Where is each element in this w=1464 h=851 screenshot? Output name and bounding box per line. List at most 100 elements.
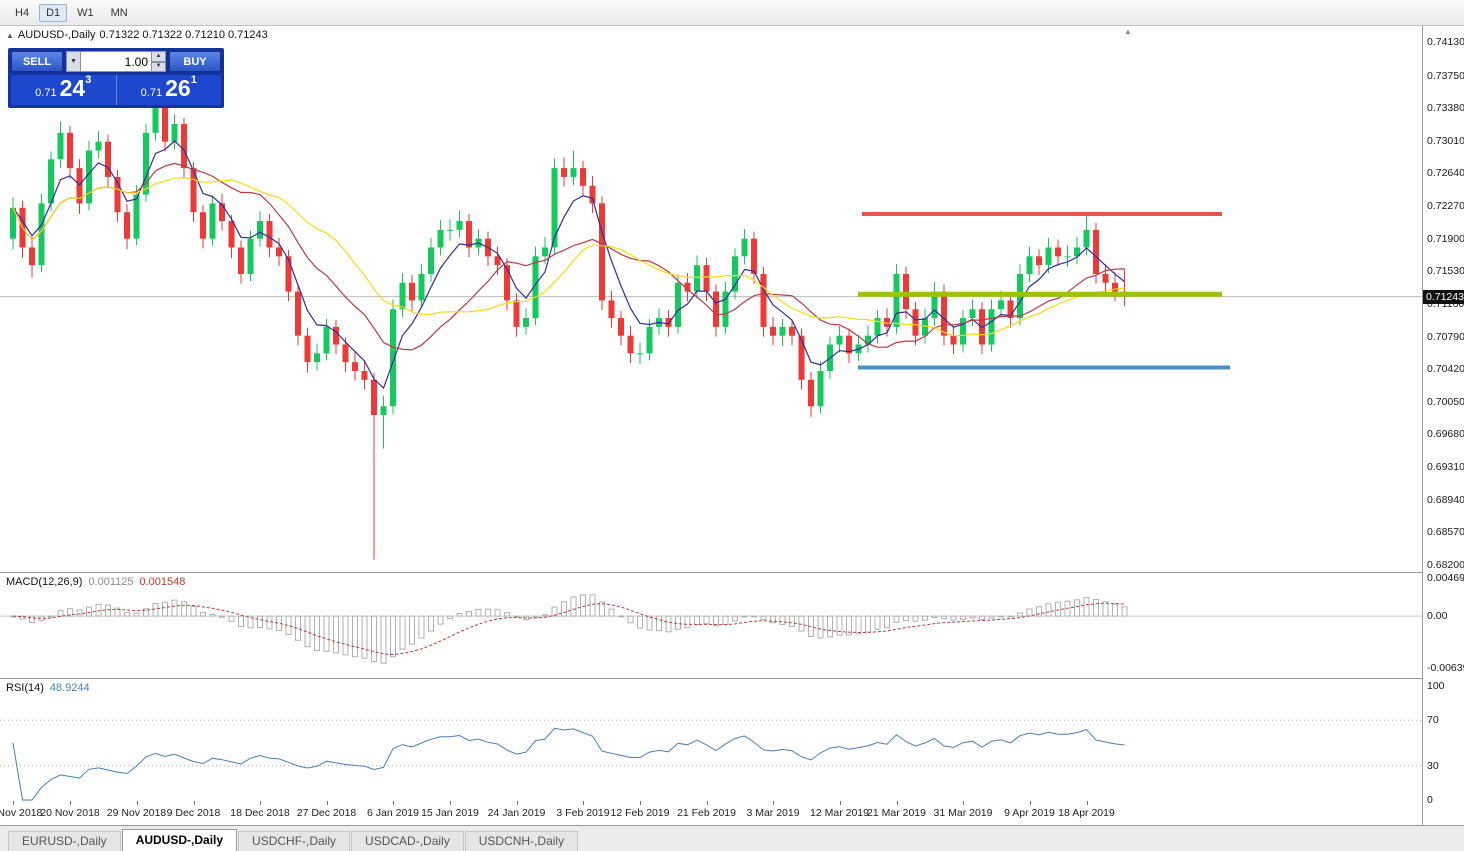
time-label: 31 Mar 2019	[933, 807, 993, 819]
buy-price-pip: 1	[190, 73, 197, 86]
axis-label: 0.72270	[1427, 200, 1464, 213]
axis-label: 0.69310	[1427, 461, 1464, 474]
time-tick	[706, 801, 708, 805]
axis-label: 0.00	[1427, 610, 1448, 623]
time-label: 29 Nov 2018	[106, 807, 167, 819]
time-label: 11 Nov 2018	[0, 807, 43, 819]
volume-up-button[interactable]: ▲	[152, 51, 166, 62]
buy-price-button[interactable]: 0.71 261	[116, 73, 221, 105]
volume-input[interactable]	[81, 51, 152, 72]
time-tick	[136, 801, 138, 805]
axis-label: 0.73010	[1427, 134, 1464, 147]
volume-dropdown-button[interactable]: ▼	[66, 51, 81, 72]
symbol-title: AUDUSD-,Daily	[17, 29, 96, 41]
chart-window: 0.74130 0.73750 0.73380 0.73010 0.72640 0.722…	[0, 26, 1464, 825]
sell-price-pip: 3	[85, 73, 92, 86]
time-label: 18 Apr 2019	[1058, 807, 1115, 819]
time-tick	[516, 801, 518, 805]
macd-value: 0.001125	[88, 576, 134, 588]
macd-label: MACD(12,26,9) 0.001125 0.001548	[6, 576, 186, 588]
panel-separator[interactable]	[0, 572, 1464, 573]
timeframe-button-h4[interactable]: H4	[8, 4, 36, 22]
time-tick	[193, 801, 195, 805]
axis-label: 0.72640	[1427, 167, 1464, 180]
chart-tab-usdcnh[interactable]: USDCNH-,Daily	[464, 831, 579, 851]
axis-label: 0.74130	[1427, 36, 1464, 48]
rsi-value: 48.9244	[49, 682, 90, 694]
chevron-down-icon: ▼	[70, 58, 77, 65]
current-price-badge: 0.71243	[1423, 289, 1464, 304]
axis-label: 0.70790	[1427, 330, 1464, 343]
price-axis[interactable]: 0.74130 0.73750 0.73380 0.73010 0.72640 0.722…	[1422, 26, 1464, 825]
chart-tab-eurusd[interactable]: EURUSD-,Daily	[8, 831, 121, 851]
timeframe-toolbar: H4 D1 W1 MN	[0, 0, 1464, 26]
timeframe-button-mn[interactable]: MN	[104, 4, 135, 22]
rsi-label: RSI(14) 48.9244	[6, 682, 90, 694]
main-chart[interactable]	[0, 26, 1422, 572]
chart-tabbar: EURUSD-,Daily AUDUSD-,Daily USDCHF-,Daily U…	[0, 825, 1464, 851]
time-tick	[326, 801, 328, 805]
time-label: 6 Jan 2019	[367, 807, 419, 819]
time-label: 15 Jan 2019	[421, 807, 479, 819]
axis-label: 0.68200	[1427, 559, 1464, 571]
timeframe-button-d1[interactable]: D1	[39, 3, 68, 22]
chart-tab-audusd[interactable]: AUDUSD-,Daily	[121, 829, 238, 851]
axis-label: 0.70420	[1427, 363, 1464, 376]
chart-tab-usdchf[interactable]: USDCHF-,Daily	[238, 831, 351, 851]
time-tick	[260, 801, 261, 805]
buy-button[interactable]: BUY	[169, 51, 221, 72]
time-tick	[1086, 801, 1088, 805]
macd-panel[interactable]	[0, 573, 1422, 678]
time-label: 18 Dec 2018	[230, 807, 290, 819]
time-tick	[450, 801, 451, 805]
time-label: 21 Mar 2019	[867, 807, 926, 819]
axis-label: 0.73750	[1427, 69, 1464, 82]
axis-label: 0.71900	[1427, 232, 1464, 245]
volume-down-button[interactable]: ▼	[152, 61, 166, 72]
time-tick	[70, 801, 71, 805]
axis-label: 0	[1427, 794, 1433, 806]
time-tick	[1029, 801, 1031, 805]
time-tick	[393, 801, 394, 805]
volume-group: ▼ ▲ ▼	[66, 51, 166, 72]
time-tick	[13, 801, 14, 805]
axis-label: 100	[1427, 680, 1445, 692]
time-tick	[839, 801, 841, 805]
buy-price-big: 26	[165, 75, 191, 101]
time-label: 21 Feb 2019	[677, 807, 736, 819]
ohlc-header: ▲ AUDUSD-,Daily 0.71322 0.71322 0.71210 …	[6, 29, 268, 41]
chart-shift-marker-icon[interactable]: ▲	[1124, 27, 1132, 36]
time-tick	[963, 801, 964, 805]
time-tick	[640, 801, 641, 805]
axis-label: 0.71530	[1427, 265, 1464, 278]
time-label: 12 Mar 2019	[810, 807, 869, 819]
time-label: 3 Feb 2019	[556, 807, 610, 819]
chart-tab-usdcad[interactable]: USDCAD-,Daily	[351, 831, 464, 851]
axis-label: 0.004694	[1427, 572, 1464, 585]
axis-label: 0.68940	[1427, 493, 1464, 506]
sell-button[interactable]: SELL	[11, 51, 63, 72]
time-tick	[773, 801, 774, 805]
axis-label: 30	[1427, 759, 1439, 772]
rsi-panel[interactable]	[0, 679, 1422, 801]
axis-label: 0.69680	[1427, 428, 1464, 441]
axis-label: 0.73380	[1427, 102, 1464, 115]
sell-price-prefix: 0.71	[35, 87, 57, 99]
time-label: 20 Nov 2018	[40, 807, 100, 819]
ohlc-values: 0.71322 0.71322 0.71210 0.71243	[99, 29, 268, 41]
timeframe-button-w1[interactable]: W1	[70, 4, 101, 22]
time-tick	[583, 801, 584, 805]
axis-label: 0.70050	[1427, 395, 1464, 408]
collapse-panel-icon[interactable]: ▲	[6, 30, 14, 40]
panel-separator[interactable]	[0, 678, 1464, 679]
axis-label: -0.00639	[1427, 661, 1464, 674]
time-label: 3 Mar 2019	[746, 807, 800, 819]
axis-label: 0.68570	[1427, 526, 1464, 539]
sell-price-button[interactable]: 0.71 243	[11, 73, 117, 105]
time-label: 9 Dec 2018	[166, 807, 221, 819]
axis-label: 70	[1427, 714, 1439, 727]
time-label: 12 Feb 2019	[610, 807, 670, 819]
time-label: 9 Apr 2019	[1004, 807, 1055, 819]
